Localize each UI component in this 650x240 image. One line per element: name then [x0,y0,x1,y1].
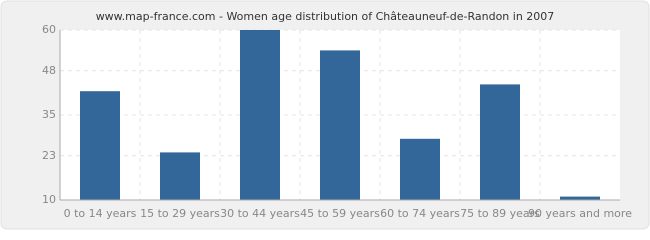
bar [400,138,440,200]
x-tick-label: 45 to 59 years [300,207,380,220]
x-tick-label: 90 years and more [528,207,632,220]
x-tick-label: 30 to 44 years [220,207,300,220]
chart: www.map-france.com - Women age distribut… [0,0,650,230]
y-tick-label: 10 [42,193,56,206]
bar [240,30,280,200]
bar [560,196,600,200]
y-tick-label: 23 [42,149,56,162]
bar [320,50,360,201]
x-tick-label: 15 to 29 years [140,207,220,220]
chart-title: www.map-france.com - Women age distribut… [96,10,555,23]
x-tick-label: 75 to 89 years [460,207,540,220]
y-tick-label: 35 [42,108,56,121]
bar [160,152,200,200]
bar [480,84,520,200]
x-tick-label: 0 to 14 years [64,207,137,220]
bar [80,91,120,200]
y-tick-label: 60 [42,23,56,36]
x-tick-label: 60 to 74 years [380,207,460,220]
y-tick-label: 48 [42,64,56,77]
